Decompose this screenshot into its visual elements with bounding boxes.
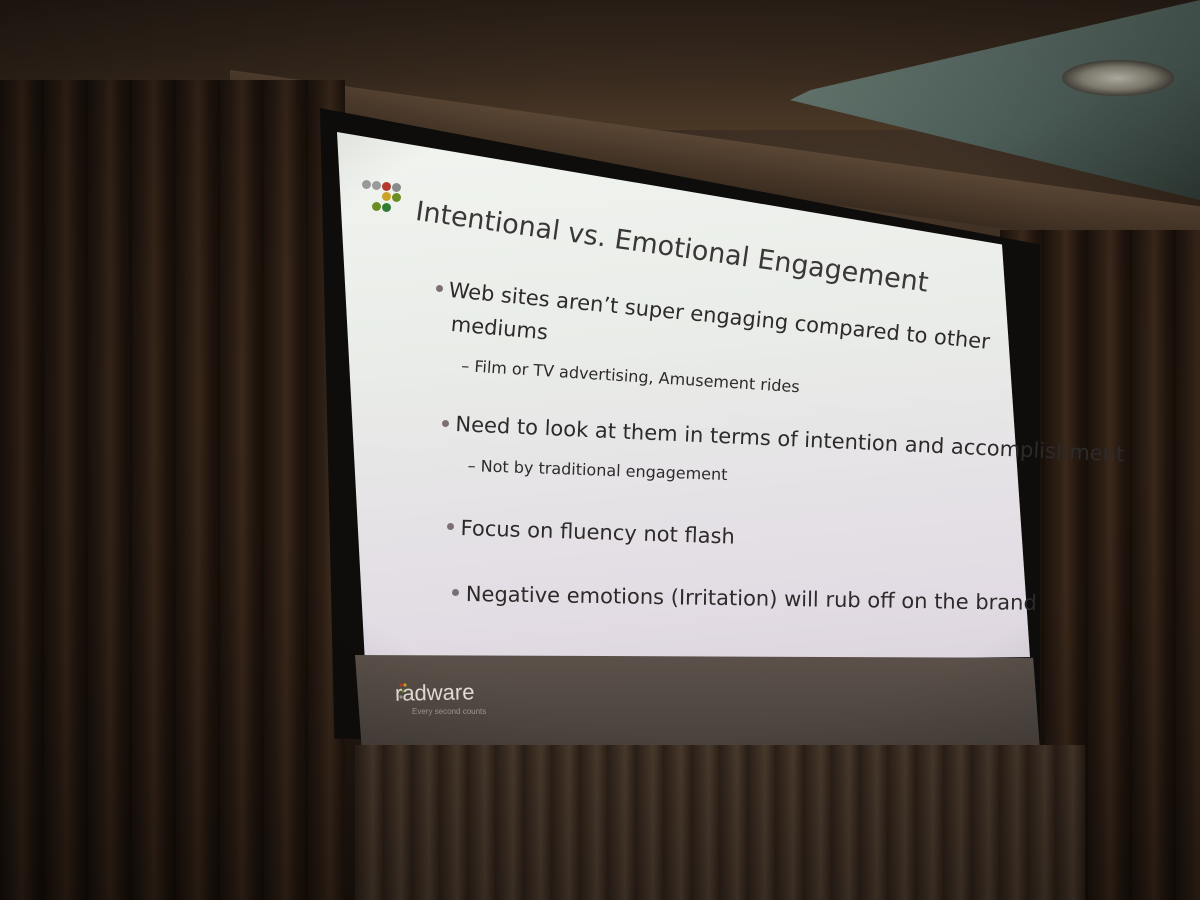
slide-logo-icon bbox=[360, 180, 410, 220]
screen-skirt-curtain bbox=[355, 745, 1085, 900]
logo-dot bbox=[372, 202, 381, 211]
logo-dot bbox=[362, 180, 371, 189]
logo-dot bbox=[372, 181, 381, 190]
bullet-point bbox=[447, 523, 454, 530]
ceiling-light bbox=[1062, 60, 1174, 96]
logo-dot bbox=[382, 192, 391, 201]
slide-footer-bar bbox=[355, 655, 1040, 750]
bullet-point bbox=[442, 420, 449, 427]
logo-dot bbox=[392, 183, 401, 192]
brand-tagline: Every second counts bbox=[412, 707, 487, 716]
radware-logo-icon bbox=[399, 683, 407, 699]
left-curtain bbox=[0, 80, 345, 900]
logo-dot bbox=[382, 203, 391, 212]
bullet-point bbox=[436, 285, 443, 292]
brand-name: radware bbox=[394, 679, 475, 706]
logo-dot bbox=[392, 193, 401, 202]
logo-dot bbox=[382, 182, 391, 191]
bullet-point bbox=[452, 589, 459, 596]
